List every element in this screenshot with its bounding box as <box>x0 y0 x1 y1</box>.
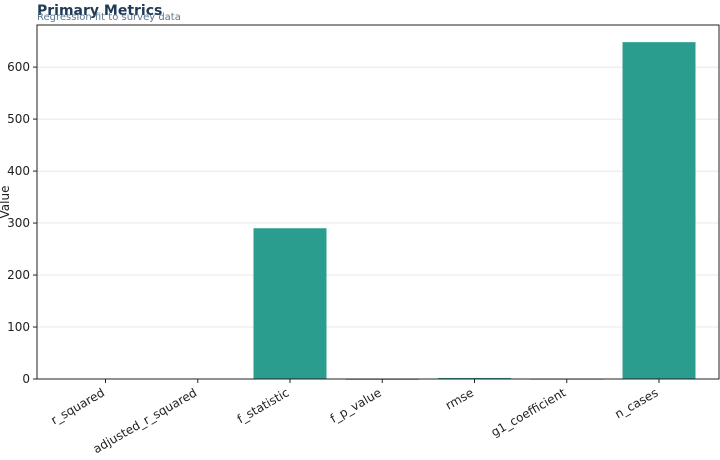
x-tick-label: f_statistic <box>235 385 292 426</box>
y-tick-label: 500 <box>7 112 30 126</box>
chart-subtitle: Regression fit to survey data <box>37 12 181 23</box>
y-tick-label: 0 <box>22 372 30 386</box>
x-tick-label: adjusted_r_squared <box>91 385 200 456</box>
bar <box>622 42 696 380</box>
bar <box>438 377 511 379</box>
axis-frame <box>36 24 720 380</box>
x-tick-label: n_cases <box>612 385 660 421</box>
x-tick-label: g1_coefficient <box>489 385 569 439</box>
x-tick-label: r_squared <box>49 385 107 427</box>
x-tick-label: rmse <box>443 385 476 412</box>
y-tick-label: 600 <box>7 60 30 74</box>
y-tick-label: 100 <box>7 320 30 334</box>
y-tick-label: 300 <box>7 216 30 230</box>
x-tick-label: f_p_value <box>328 385 384 425</box>
y-tick-label: 400 <box>7 164 30 178</box>
y-tick-label: 200 <box>7 268 30 282</box>
y-axis-label: Value <box>0 186 12 219</box>
chart-title: Primary Metrics <box>37 3 162 19</box>
bar <box>253 228 327 379</box>
